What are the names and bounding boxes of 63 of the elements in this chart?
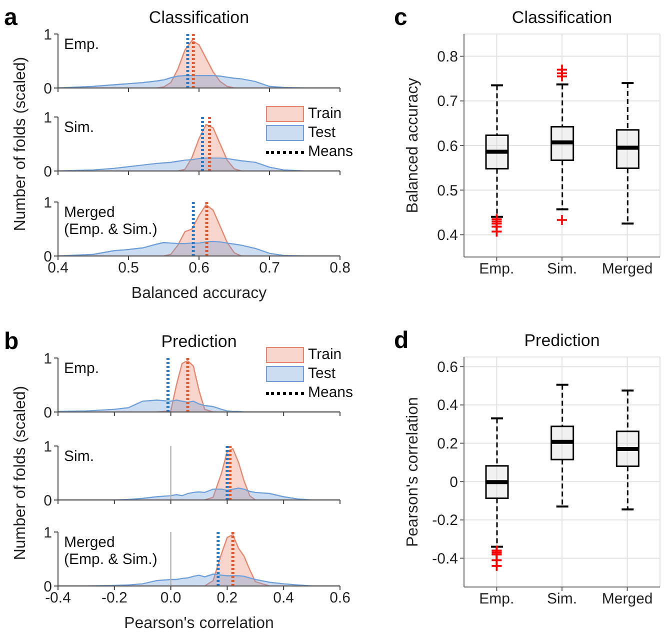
chart-title: Prediction	[161, 332, 237, 351]
legend-label: Test	[308, 365, 336, 382]
y-tick-label: 1	[44, 109, 52, 126]
y-axis-title: Number of folds (scaled)	[12, 56, 29, 232]
x-tick-label: 0.6	[188, 260, 210, 277]
annotation: Merged (Emp. & Sim.)	[64, 204, 158, 238]
y-tick-label: 0.4	[437, 397, 458, 414]
y-tick-label: -0.4	[432, 550, 458, 568]
x-tick-label: 0.8	[330, 260, 350, 277]
y-tick-label: 0	[450, 474, 458, 491]
y-tick-label: 0	[44, 163, 52, 180]
y-tick-label: 0.8	[437, 48, 458, 66]
y-tick-label: 1	[44, 524, 52, 542]
y-tick-label: 0.6	[437, 358, 458, 376]
annotation: Sim.	[64, 448, 94, 465]
y-tick-label: -0.2	[432, 512, 458, 530]
legend-label: Means	[308, 384, 354, 401]
x-tick-label: Sim.	[547, 590, 577, 608]
x-tick-label: 0.7	[259, 260, 280, 277]
y-tick-label: 0.4	[437, 227, 458, 244]
chart-title: Classification	[510, 8, 614, 29]
y-axis-title: Number of folds (scaled)	[12, 386, 29, 560]
y-tick-label: 1	[44, 194, 52, 212]
y-tick-label: 0	[44, 492, 52, 510]
x-tick-label: Sim.	[547, 260, 577, 278]
x-tick-label: 0.4	[273, 590, 294, 607]
annotation: Emp.	[64, 36, 100, 53]
y-tick-label: 0.6	[437, 138, 458, 155]
y-tick-label: 1	[44, 350, 52, 368]
y-tick-label: 1	[44, 26, 52, 44]
legend-label: Test	[308, 124, 336, 141]
x-tick-label: Emp.	[479, 590, 514, 608]
text: b	[4, 328, 19, 356]
y-tick-label: 1	[44, 438, 52, 456]
text: a	[4, 4, 18, 32]
text: d	[394, 327, 409, 355]
annotation: Sim.	[64, 119, 94, 136]
annotation: Merged (Emp. & Sim.)	[64, 534, 158, 568]
legend-label: Train	[308, 105, 342, 122]
chart-title: Classification	[148, 8, 250, 29]
x-tick-label: 0.5	[118, 260, 139, 277]
y-tick-label: 0	[44, 80, 52, 98]
y-tick-label: 0	[44, 578, 52, 596]
annotation: Emp.	[64, 360, 100, 377]
x-tick-label: Merged	[602, 260, 653, 278]
y-axis-title: Pearson's correlation	[404, 397, 422, 547]
x-tick-label: 0.6	[330, 590, 350, 607]
x-tick-label: 0.2	[216, 590, 238, 607]
legend-label: Means	[308, 143, 354, 160]
text: c	[394, 4, 408, 32]
x-tick-label: -0.2	[101, 590, 128, 607]
y-axis-title: Balanced accuracy	[404, 78, 422, 214]
x-axis-title: Pearson's correlation	[124, 615, 274, 632]
x-tick-label: 0.0	[160, 590, 182, 607]
legend-label: Train	[308, 346, 342, 363]
x-tick-label: Emp.	[479, 260, 514, 278]
y-tick-label: 0.7	[437, 93, 458, 110]
y-tick-label: 0.2	[437, 436, 458, 453]
y-tick-label: 0	[44, 404, 52, 422]
x-tick-label: Merged	[602, 590, 653, 608]
y-tick-label: 0.5	[437, 182, 458, 200]
chart-title: Prediction	[523, 331, 601, 352]
x-axis-title: Balanced accuracy	[131, 285, 267, 302]
